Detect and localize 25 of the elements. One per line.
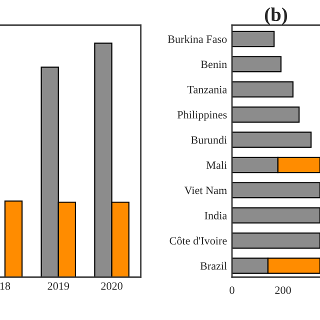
bar (232, 232, 320, 249)
bar (232, 30, 275, 48)
bar (232, 56, 282, 72)
x-tick-label: 2020 (101, 282, 122, 290)
y-tick-label: Benin (200, 60, 227, 68)
y-tick-label: Brazil (200, 262, 227, 270)
y-tick-label: Philippines (177, 110, 227, 121)
y-tick-label: Mali (206, 161, 227, 169)
y-tick-label: Burundi (191, 136, 227, 144)
x-tick-label: 18 (0, 282, 10, 290)
bar (232, 81, 294, 98)
chart-title: (b) (264, 7, 288, 26)
y-tick-label: India (204, 212, 227, 220)
bar (232, 182, 320, 198)
y-tick-label: Côte d'Ivoire (170, 236, 227, 245)
x-tick-label: 2019 (48, 282, 70, 290)
y-tick-label: Burkina Faso (168, 35, 227, 43)
bar (232, 106, 300, 123)
bar (232, 132, 312, 148)
bar (232, 207, 320, 224)
x-tick-label: 200 (275, 286, 291, 294)
x-tick-label: 0 (230, 286, 234, 294)
y-tick-label: Tanzania (187, 86, 227, 94)
y-tick-label: Viet Nam (184, 186, 227, 194)
bar (4, 200, 23, 278)
